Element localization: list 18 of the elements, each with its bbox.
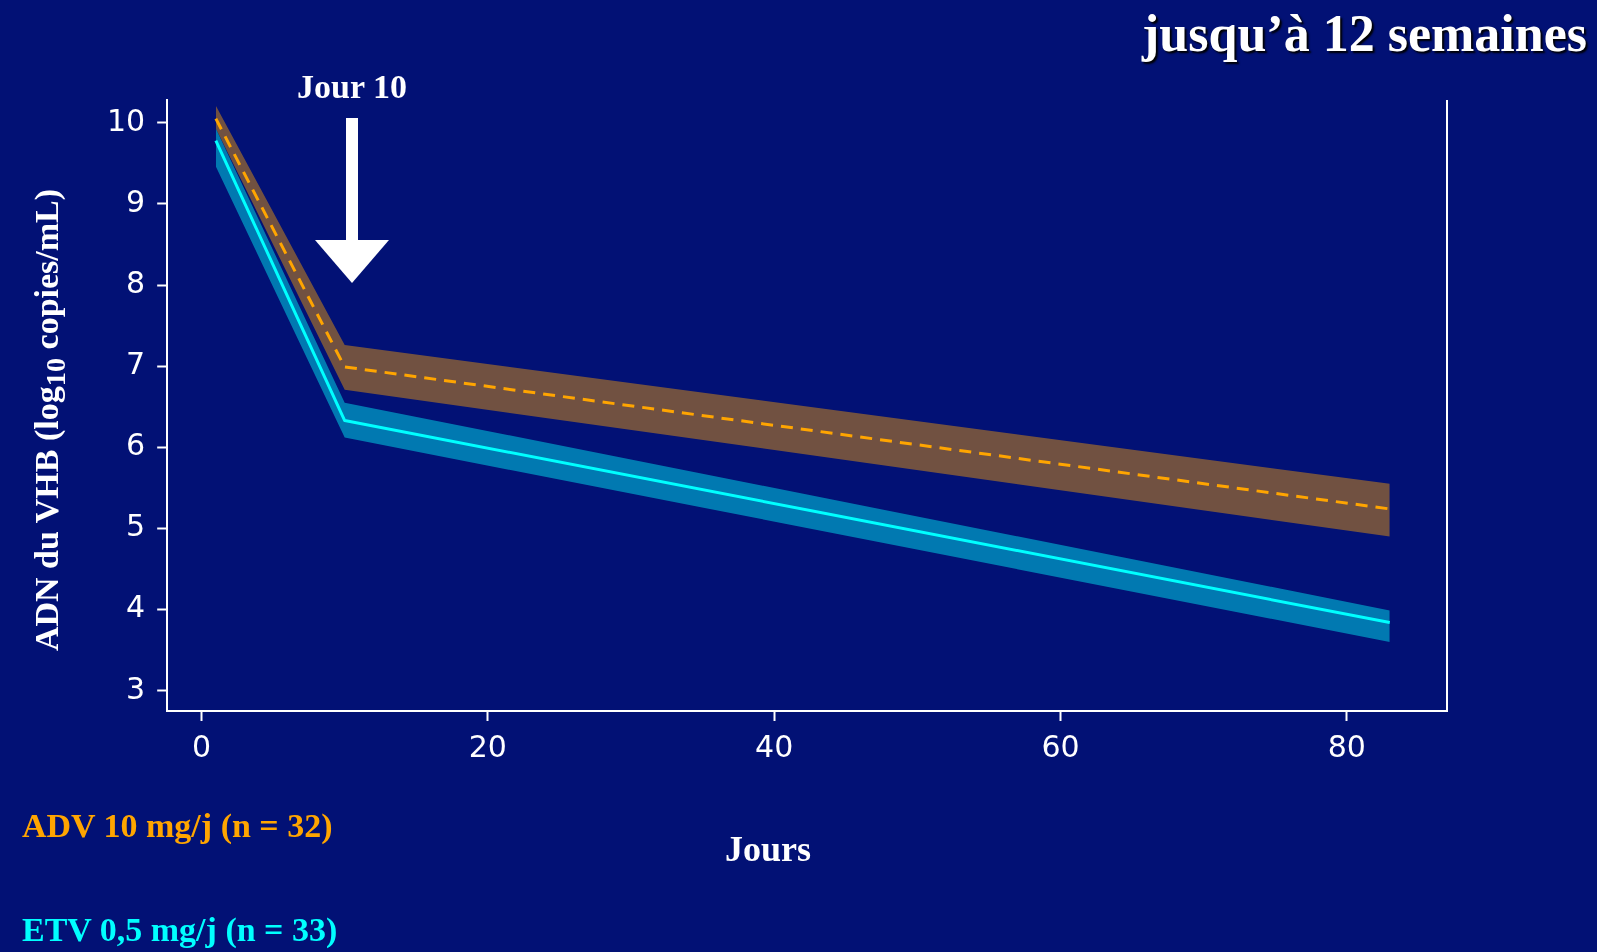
y-tick-label: 7 (126, 345, 146, 381)
x-tick-label: 60 (1041, 728, 1080, 764)
x-tick-label: 40 (755, 728, 794, 764)
x-tick-label: 0 (191, 728, 212, 764)
y-tick-label: 4 (126, 589, 146, 625)
x-tick-label: 20 (468, 728, 507, 764)
x-tick-label: 80 (1327, 728, 1366, 764)
y-tick-label: 8 (126, 264, 146, 300)
y-tick-label: 10 (106, 102, 146, 138)
annotation: Jour 10 (297, 68, 407, 106)
y-tick-label: 3 (126, 670, 146, 706)
chart-title: jusqu’à 12 semaines (1142, 4, 1587, 63)
x-axis-title: Jours (725, 828, 812, 870)
text: ETV 0,5 mg/j (n = 33) (22, 911, 338, 949)
y-tick-label: 5 (126, 508, 146, 544)
y-tick-label: 6 (126, 427, 146, 463)
text: ADV 10 mg/j (n = 32) (22, 807, 333, 845)
y-tick-label: 9 (126, 183, 146, 219)
